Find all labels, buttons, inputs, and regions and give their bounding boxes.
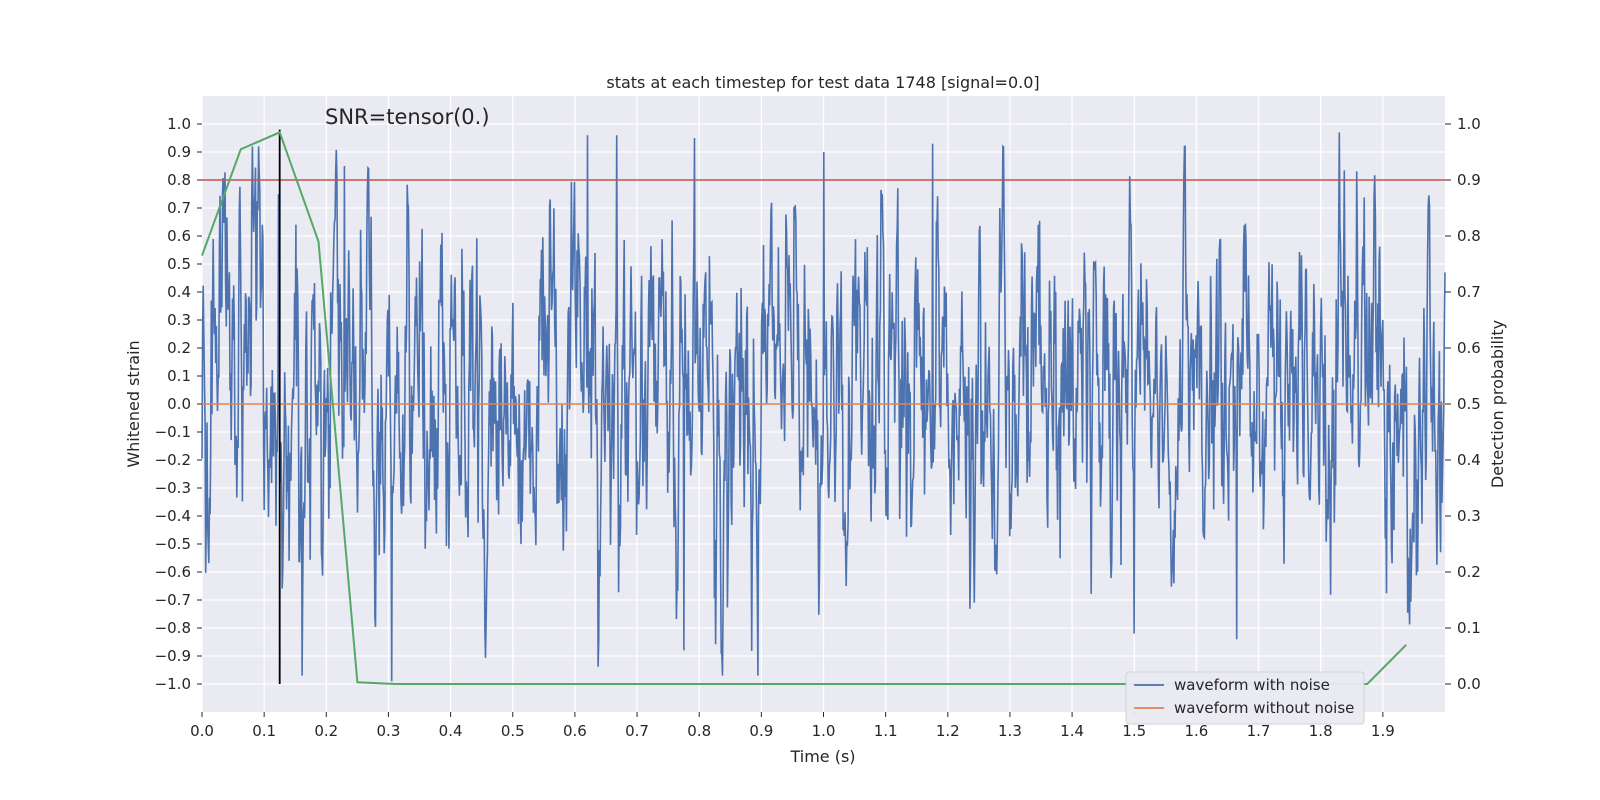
y-right-tick-label: 1.0 xyxy=(1457,115,1481,133)
y-tick-label: −0.6 xyxy=(155,563,191,581)
legend-box xyxy=(1125,671,1365,725)
y-right-tick-label: 0.3 xyxy=(1457,507,1481,525)
x-tick-label: 1.9 xyxy=(1371,722,1395,740)
legend-label-clean: waveform without noise xyxy=(1174,699,1354,717)
y-right-tick-label: 0.7 xyxy=(1457,283,1481,301)
y-tick-label: 0.7 xyxy=(167,199,191,217)
legend-label-noise: waveform with noise xyxy=(1174,676,1330,694)
y-right-tick-label: 0.5 xyxy=(1457,395,1481,413)
y-tick-label: −0.5 xyxy=(155,535,191,553)
x-tick-label: 1.3 xyxy=(998,722,1022,740)
x-tick-label: 0.7 xyxy=(625,722,649,740)
y-tick-label: 0.6 xyxy=(167,227,191,245)
x-tick-label: 0.8 xyxy=(687,722,711,740)
x-tick-label: 1.1 xyxy=(874,722,898,740)
y-right-axis-label: Detection probability xyxy=(1488,320,1507,488)
y-right-tick-label: 0.4 xyxy=(1457,451,1481,469)
x-tick-label: 1.4 xyxy=(1060,722,1084,740)
x-tick-label: 0.3 xyxy=(377,722,401,740)
y-right-tick-label: 0.9 xyxy=(1457,171,1481,189)
y-tick-label: 0.8 xyxy=(167,171,191,189)
y-tick-label: 0.2 xyxy=(167,339,191,357)
y-right-tick-label: 0.0 xyxy=(1457,675,1481,693)
snr-annotation: SNR=tensor(0.) xyxy=(325,105,490,129)
y-tick-label: 0.3 xyxy=(167,311,191,329)
x-tick-label: 1.6 xyxy=(1184,722,1208,740)
x-tick-label: 1.2 xyxy=(936,722,960,740)
x-tick-label: 1.5 xyxy=(1122,722,1146,740)
y-right-tick-label: 0.2 xyxy=(1457,563,1481,581)
legend: waveform with noise waveform without noi… xyxy=(1125,671,1365,725)
series-waveform-with-noise xyxy=(201,132,1446,682)
x-tick-label: 0.4 xyxy=(439,722,463,740)
x-tick-label: 0.6 xyxy=(563,722,587,740)
x-tick-labels: 0.0 0.1 0.2 0.3 0.4 0.5 0.6 0.7 0.8 0.9 1.0 1.1 1.2 1… xyxy=(190,712,1395,740)
chart-title: stats at each timestep for test data 174… xyxy=(606,73,1039,92)
y-tick-label: 0.5 xyxy=(167,255,191,273)
y-tick-label: −0.3 xyxy=(155,479,191,497)
y-tick-label: −0.4 xyxy=(155,507,191,525)
x-tick-label: 1.0 xyxy=(812,722,836,740)
y-tick-label: 0.9 xyxy=(167,143,191,161)
y-tick-label: −1.0 xyxy=(155,675,191,693)
x-axis-label: Time (s) xyxy=(789,747,855,766)
x-tick-label: 1.7 xyxy=(1247,722,1271,740)
y-tick-label: −0.9 xyxy=(155,647,191,665)
x-tick-label: 0.9 xyxy=(749,722,773,740)
x-tick-label: 0.2 xyxy=(314,722,338,740)
y-tick-label: −0.1 xyxy=(155,423,191,441)
y-tick-label: 0.1 xyxy=(167,367,191,385)
y-right-tick-label: 0.8 xyxy=(1457,227,1481,245)
y-axis-label: Whitened strain xyxy=(124,340,143,467)
y-tick-label: 0.4 xyxy=(167,283,191,301)
x-tick-label: 0.5 xyxy=(501,722,525,740)
x-tick-label: 1.8 xyxy=(1309,722,1333,740)
y-tick-label: −0.8 xyxy=(155,619,191,637)
noise-series xyxy=(201,132,1446,682)
y-tick-label: −0.7 xyxy=(155,591,191,609)
y-tick-label: 0.0 xyxy=(167,395,191,413)
y-tick-labels: 1.0 0.9 0.8 0.7 0.6 0.5 0.4 0.3 0.2 0.1 0.0 −0.1 −0.… xyxy=(155,115,202,693)
y-right-tick-label: 0.1 xyxy=(1457,619,1481,637)
y-tick-label: −0.2 xyxy=(155,451,191,469)
x-tick-label: 0.0 xyxy=(190,722,214,740)
y-tick-label: 1.0 xyxy=(167,115,191,133)
x-tick-label: 0.1 xyxy=(252,722,276,740)
y-right-tick-labels: 1.0 0.9 0.8 0.7 0.6 0.5 0.4 0.3 0.2 0.1 0.0 xyxy=(1445,115,1481,693)
y-right-tick-label: 0.6 xyxy=(1457,339,1481,357)
